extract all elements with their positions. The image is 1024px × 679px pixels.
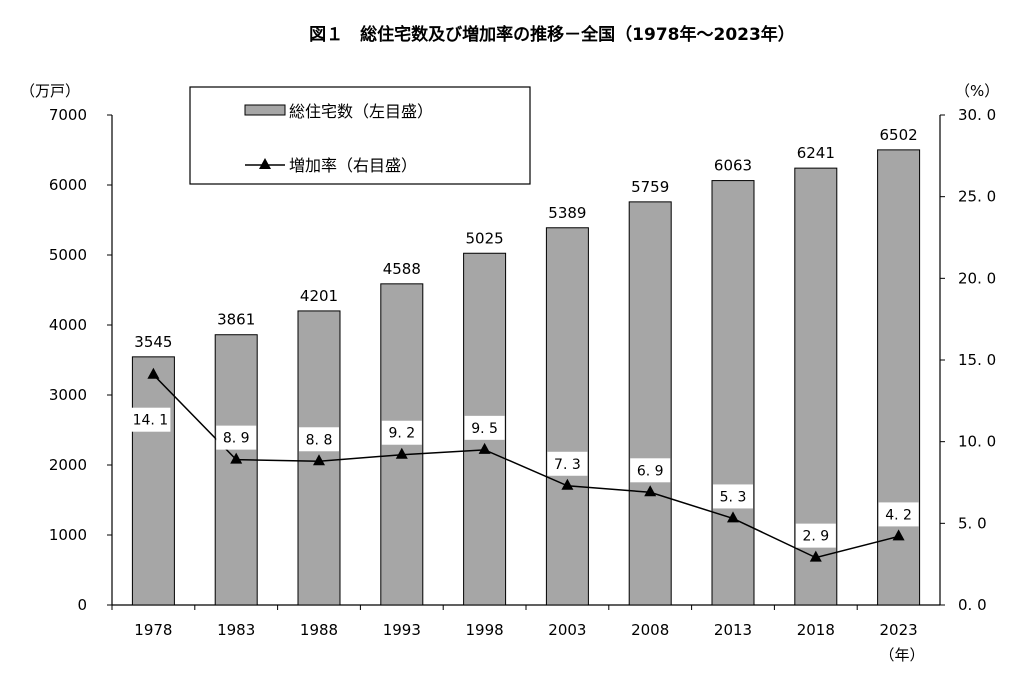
- x-tick-label: 1978: [134, 621, 172, 639]
- rate-label-box: [713, 484, 753, 509]
- rate-marker-triangle: [892, 529, 905, 541]
- rate-label-box: [878, 502, 919, 527]
- left-tick-label: 2000: [49, 456, 87, 474]
- legend: 総住宅数（左目盛） 増加率（右目盛）: [189, 86, 531, 185]
- x-tick-label: 1998: [466, 621, 504, 639]
- rate-value-label: 7. 3: [554, 457, 581, 473]
- bar-value-label: 5759: [631, 178, 669, 196]
- right-tick-label: 15. 0: [958, 351, 996, 369]
- rate-marker-triangle: [147, 367, 160, 379]
- rate-label-box: [464, 415, 505, 440]
- x-tick-label: 2013: [714, 621, 752, 639]
- bar-value-label: 5389: [548, 204, 586, 222]
- right-tick-label: 20. 0: [958, 269, 996, 287]
- bar-value-label: 6241: [797, 144, 835, 162]
- x-tick-label: 2003: [548, 621, 586, 639]
- rate-line: [152, 374, 899, 559]
- rate-value-label: 8. 8: [306, 432, 333, 448]
- rate-marker-triangle: [561, 478, 574, 490]
- rate-value-label: 6. 9: [637, 463, 664, 479]
- rate-marker-triangle: [478, 442, 491, 454]
- rate-value-label: 9. 2: [388, 426, 415, 442]
- left-tick-label: 6000: [49, 176, 87, 194]
- rate-marker-triangle: [230, 452, 243, 464]
- rate-label-box: [299, 427, 339, 452]
- bar-value-label: 4201: [300, 287, 338, 305]
- rate-label-box: [547, 451, 588, 476]
- rate-marker-triangle: [395, 447, 408, 459]
- rate-marker-triangle: [727, 511, 739, 523]
- legend-bar-label: 総住宅数（左目盛）: [289, 102, 433, 121]
- left-axis-unit: （万戸）: [20, 82, 80, 100]
- right-tick-label: 0. 0: [958, 596, 987, 614]
- rate-value-label: 5. 3: [720, 489, 747, 505]
- rate-label-box: [795, 523, 836, 548]
- rate-label-box: [130, 407, 171, 432]
- rate-value-label: 9. 5: [471, 421, 498, 437]
- x-tick-label: 1993: [383, 621, 421, 639]
- x-tick-label: 1988: [300, 621, 338, 639]
- right-tick-label: 10. 0: [958, 433, 996, 451]
- bar-value-label: 4588: [383, 260, 421, 278]
- right-axis-unit: （%）: [955, 82, 999, 100]
- bar: [214, 334, 258, 606]
- bar: [545, 227, 589, 606]
- legend-bar-swatch: [244, 104, 286, 116]
- x-tick-label: 1983: [217, 621, 255, 639]
- rate-marker-triangle: [644, 485, 657, 497]
- bar-value-label: 5025: [466, 229, 504, 247]
- rate-value-label: 8. 9: [223, 431, 250, 447]
- rate-label-box: [381, 420, 422, 445]
- bar-value-label: 6063: [714, 157, 752, 175]
- left-tick-label: 4000: [49, 316, 87, 334]
- rate-label-box: [630, 458, 671, 483]
- right-tick-label: 5. 0: [958, 514, 987, 532]
- legend-triangle-icon: [259, 158, 271, 169]
- left-tick-label: 1000: [49, 526, 87, 544]
- bar: [131, 356, 175, 606]
- rate-marker-triangle: [809, 550, 822, 562]
- bar-value-label: 3861: [217, 311, 255, 329]
- x-tick-label: 2018: [797, 621, 835, 639]
- left-tick-label: 7000: [49, 106, 87, 124]
- chart-title: 図１ 総住宅数及び増加率の推移－全国（1978年～2023年）: [309, 24, 795, 45]
- bar: [877, 149, 921, 606]
- bar-value-label: 6502: [880, 126, 918, 144]
- left-tick-label: 3000: [49, 386, 87, 404]
- bar-value-label: 3545: [134, 333, 172, 351]
- rate-value-label: 4. 2: [885, 507, 912, 523]
- left-tick-label: 0: [77, 596, 87, 614]
- rate-label-box: [216, 425, 257, 450]
- rate-marker-triangle: [313, 454, 325, 466]
- rate-value-label: 2. 9: [802, 529, 829, 545]
- bar: [628, 201, 672, 606]
- right-tick-label: 30. 0: [958, 106, 996, 124]
- x-tick-label: 2008: [631, 621, 669, 639]
- left-tick-label: 5000: [49, 246, 87, 264]
- rate-value-label: 14. 1: [133, 413, 169, 429]
- legend-line-label: 増加率（右目盛）: [289, 156, 417, 175]
- bar: [711, 180, 755, 606]
- x-tick-label: 2023: [880, 621, 918, 639]
- right-tick-label: 25. 0: [958, 188, 996, 206]
- x-axis-unit: （年）: [879, 646, 924, 664]
